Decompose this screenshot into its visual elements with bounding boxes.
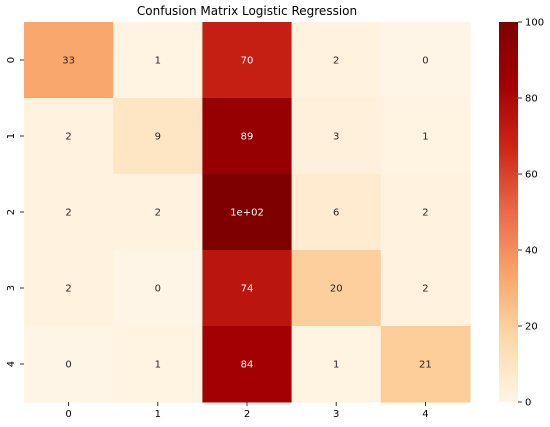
cell-annotation: 89 (241, 132, 254, 143)
heatmap-cell (380, 98, 471, 175)
cell-annotation: 1 (155, 56, 161, 67)
colorbar: 0 20 40 60 80 100 (499, 18, 544, 409)
cell-annotation: 9 (155, 132, 161, 143)
y-tick-label: 3 (6, 285, 17, 291)
heatmap-cell (113, 250, 203, 327)
heatmap-cell (291, 326, 382, 403)
heatmap-cell (380, 22, 471, 99)
heatmap-cell (291, 98, 382, 175)
cell-annotation: 33 (62, 56, 75, 67)
cell-annotation: 1e+02 (230, 208, 264, 219)
cell-annotation: 1 (155, 360, 161, 371)
heatmap-cell (202, 22, 293, 99)
heatmap-cell (24, 98, 114, 175)
heatmap-cell (202, 98, 293, 175)
x-tick-label: 0 (65, 409, 71, 420)
cell-annotation: 20 (330, 284, 343, 295)
cell-annotation: 0 (65, 360, 71, 371)
heatmap-cell (380, 174, 471, 251)
cell-annotation: 74 (241, 284, 254, 295)
cell-annotation: 21 (419, 360, 432, 371)
colorbar-scale (499, 22, 518, 402)
heatmap-cell (113, 22, 203, 99)
colorbar-tick-label: 40 (525, 246, 538, 257)
cell-annotation: 70 (241, 56, 254, 67)
cell-annotation: 2 (65, 284, 71, 295)
heatmap-cell (113, 326, 203, 403)
x-tick-label: 2 (244, 409, 250, 420)
colorbar-tick-label: 0 (525, 398, 531, 409)
heatmap-cell (24, 22, 114, 99)
cell-annotation: 6 (333, 208, 339, 219)
heatmap-cell (113, 98, 203, 175)
cell-annotation: 1 (422, 132, 428, 143)
y-tick-label: 1 (6, 133, 17, 139)
heatmap-cell (202, 326, 293, 403)
heatmap-cell (380, 326, 471, 403)
cell-annotation: 0 (422, 56, 428, 67)
colorbar-tick-label: 20 (525, 322, 538, 333)
cell-annotation: 2 (65, 208, 71, 219)
heatmap-grid: 33 1 70 2 02 9 89 3 12 2 1e+02 6 22 0 74 20 20 1 84 1 21 (24, 22, 471, 403)
heatmap-cell (24, 326, 114, 403)
cell-annotation: 3 (333, 132, 339, 143)
heatmap-cell (380, 250, 471, 327)
heatmap-cell (24, 250, 114, 327)
cell-annotation: 2 (65, 132, 71, 143)
colorbar-tick-label: 60 (525, 170, 538, 181)
y-axis: 0 1 2 3 4 (6, 57, 24, 367)
cell-annotation: 2 (422, 208, 428, 219)
x-tick-label: 4 (422, 409, 428, 420)
heatmap-cell (291, 22, 382, 99)
y-tick-label: 0 (6, 57, 17, 63)
cell-annotation: 1 (333, 360, 339, 371)
y-tick-label: 4 (6, 361, 17, 367)
heatmap-cell (113, 174, 203, 251)
heatmap-cell (24, 174, 114, 251)
heatmap-cell (202, 250, 293, 327)
colorbar-tick-label: 80 (525, 94, 538, 105)
y-tick-label: 2 (6, 209, 17, 215)
cell-annotation: 84 (241, 360, 254, 371)
x-tick-label: 1 (155, 409, 161, 420)
cell-annotation: 0 (155, 284, 161, 295)
x-tick-label: 3 (333, 409, 339, 420)
heatmap-cell (291, 250, 382, 327)
heatmap-cell (202, 174, 293, 251)
chart-title: Confusion Matrix Logistic Regression (137, 4, 357, 18)
cell-annotation: 2 (155, 208, 161, 219)
heatmap-cell (291, 174, 382, 251)
colorbar-tick-label: 100 (525, 18, 544, 29)
cell-annotation: 2 (333, 56, 339, 67)
cell-annotation: 2 (422, 284, 428, 295)
x-axis: 0 1 2 3 4 (65, 402, 429, 420)
